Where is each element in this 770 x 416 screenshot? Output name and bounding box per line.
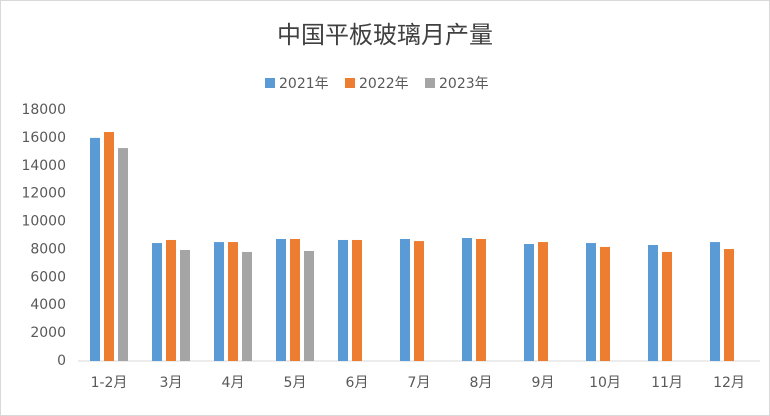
bar bbox=[180, 250, 190, 361]
bar bbox=[648, 244, 658, 361]
bar bbox=[662, 251, 672, 361]
x-tick-label: 9月 bbox=[532, 375, 555, 391]
x-tick-label: 10月 bbox=[589, 375, 621, 391]
bar bbox=[90, 137, 100, 361]
y-tick-label: 16000 bbox=[21, 130, 66, 146]
y-tick-label: 6000 bbox=[30, 269, 66, 285]
y-tick-label: 2000 bbox=[30, 325, 66, 341]
bar bbox=[352, 239, 362, 361]
legend-swatch bbox=[425, 78, 435, 88]
bar bbox=[242, 251, 252, 361]
legend-swatch bbox=[345, 78, 355, 88]
y-tick-label: 0 bbox=[57, 353, 66, 369]
y-tick-label: 10000 bbox=[21, 214, 66, 230]
x-tick-label: 5月 bbox=[284, 375, 307, 391]
bar bbox=[600, 246, 610, 361]
y-tick-label: 12000 bbox=[21, 186, 66, 202]
bar bbox=[118, 148, 128, 361]
legend-label: 2021年 bbox=[279, 76, 329, 92]
bar bbox=[290, 238, 300, 361]
bar bbox=[104, 132, 114, 361]
x-tick-label: 11月 bbox=[651, 375, 683, 391]
legend-label: 2023年 bbox=[439, 76, 489, 92]
bar bbox=[586, 243, 596, 361]
x-tick-label: 8月 bbox=[470, 375, 493, 391]
bar bbox=[228, 242, 238, 361]
bar bbox=[276, 238, 286, 361]
bar bbox=[538, 242, 548, 361]
bar bbox=[724, 249, 734, 361]
y-tick-label: 8000 bbox=[30, 241, 66, 257]
chart-title: 中国平板玻璃月产量 bbox=[277, 21, 493, 49]
bar bbox=[304, 250, 314, 361]
bar bbox=[476, 238, 486, 361]
x-tick-label: 4月 bbox=[222, 375, 245, 391]
bar bbox=[414, 241, 424, 361]
bar bbox=[214, 242, 224, 361]
bar bbox=[152, 243, 162, 361]
legend-swatch bbox=[265, 78, 275, 88]
legend-label: 2022年 bbox=[359, 76, 409, 92]
bar bbox=[710, 242, 720, 361]
x-tick-label: 12月 bbox=[713, 375, 745, 391]
x-tick-label: 7月 bbox=[408, 375, 431, 391]
bar bbox=[338, 239, 348, 361]
x-tick-label: 6月 bbox=[346, 375, 369, 391]
y-tick-label: 18000 bbox=[21, 102, 66, 118]
bar bbox=[462, 238, 472, 361]
bar bbox=[166, 239, 176, 361]
x-tick-label: 1-2月 bbox=[91, 375, 128, 391]
x-tick-label: 3月 bbox=[160, 375, 183, 391]
bar bbox=[400, 238, 410, 361]
y-tick-label: 14000 bbox=[21, 158, 66, 174]
y-tick-label: 4000 bbox=[30, 297, 66, 313]
bar bbox=[524, 244, 534, 361]
